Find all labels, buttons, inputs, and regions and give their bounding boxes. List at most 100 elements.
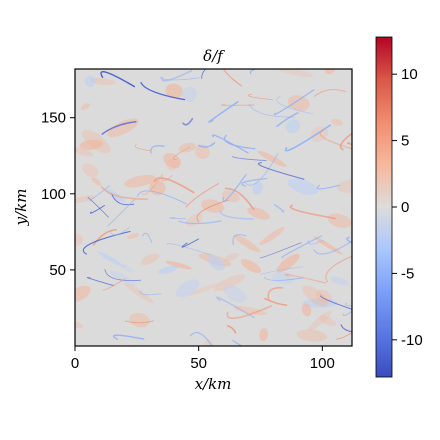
field-filament	[212, 134, 249, 154]
field-patch	[165, 83, 183, 99]
field-patch	[96, 250, 126, 269]
field-filament	[90, 205, 105, 214]
heatmap-plot-area	[75, 69, 352, 346]
field-filament	[107, 199, 135, 227]
field-patch	[82, 163, 99, 178]
field-filament	[125, 320, 154, 324]
field-filament	[346, 142, 352, 146]
field-filament	[289, 204, 336, 220]
field-patch	[296, 329, 327, 342]
field-filament	[86, 276, 115, 287]
field-filament	[313, 240, 352, 255]
field-patch	[189, 283, 219, 296]
field-filament	[226, 325, 237, 334]
field-filament	[181, 238, 199, 248]
field-filament	[342, 310, 352, 317]
field-filament	[248, 103, 295, 118]
field-patch	[247, 207, 270, 220]
field-filament	[325, 255, 352, 283]
field-filament	[196, 199, 229, 223]
field-patch	[80, 103, 90, 111]
field-filament	[247, 93, 273, 101]
field-patch	[127, 232, 140, 240]
field-patch	[327, 213, 352, 229]
x-tick-label: 100	[310, 355, 335, 372]
field-patch	[329, 276, 349, 286]
field-filament	[101, 186, 149, 200]
field-patch	[223, 285, 247, 303]
field-patch	[287, 178, 319, 195]
field-filament	[104, 269, 142, 282]
field-filament	[150, 145, 165, 154]
field-filament	[335, 332, 352, 340]
y-tick-label: 150	[41, 110, 66, 127]
field-filament	[219, 210, 255, 220]
field-patch	[278, 69, 314, 77]
field-filament	[166, 243, 212, 256]
field-filament	[232, 233, 247, 246]
field-filament	[263, 276, 304, 281]
field-patch	[331, 118, 343, 126]
field-filament	[201, 69, 207, 79]
field-filament	[142, 232, 153, 243]
field-filament	[197, 142, 216, 148]
field-filament	[245, 152, 279, 186]
field-patch	[140, 253, 160, 266]
field-filament	[92, 229, 117, 246]
field-filament	[224, 134, 256, 150]
field-patch	[91, 177, 102, 187]
x-axis-label: x/km	[195, 375, 232, 393]
field-filament	[260, 242, 302, 259]
field-filament	[182, 117, 194, 126]
y-axis-label: y/km	[12, 189, 30, 227]
field-filament	[100, 71, 136, 88]
field-patch	[90, 77, 116, 86]
field-patch	[213, 274, 246, 292]
field-filament	[320, 295, 352, 310]
field-patch	[122, 264, 133, 273]
field-patch	[166, 158, 180, 171]
field-filament	[111, 193, 135, 206]
field-patch	[208, 255, 225, 271]
field-filament	[178, 220, 222, 225]
y-tick-label: 100	[41, 186, 66, 203]
chart-title: δ/f	[203, 47, 225, 65]
field-patch	[224, 252, 239, 262]
field-filament	[215, 296, 255, 319]
field-patch	[178, 142, 197, 153]
field-patch	[308, 310, 332, 331]
field-filament	[173, 146, 191, 160]
field-filament	[257, 162, 305, 180]
field-filament	[223, 69, 243, 87]
field-filament	[340, 324, 352, 333]
field-filament	[281, 235, 323, 259]
field-filament	[112, 334, 145, 341]
field-filament	[307, 240, 324, 245]
field-filament	[137, 190, 187, 205]
field-filament	[139, 290, 162, 296]
plot-frame	[74, 68, 353, 347]
field-patch	[257, 150, 287, 167]
x-tick-label: 0	[71, 355, 79, 372]
field-filament	[276, 96, 314, 115]
field-patch	[165, 260, 192, 270]
field-filament	[339, 132, 352, 151]
field-patch	[319, 315, 337, 327]
field-filament	[273, 89, 315, 115]
field-filament	[109, 226, 130, 236]
field-filament	[153, 177, 195, 194]
field-patch	[336, 179, 352, 193]
field-filament	[232, 339, 243, 346]
field-filament	[134, 144, 152, 152]
field-filament	[316, 184, 341, 190]
colorbar	[375, 36, 393, 378]
field-filament	[267, 287, 284, 301]
y-tick-label: 50	[49, 262, 66, 279]
field-patch	[163, 153, 181, 169]
field-filament	[168, 217, 187, 220]
field-filament	[161, 69, 193, 82]
colorbar-tick-label: 5	[401, 133, 409, 150]
field-filament	[102, 278, 126, 291]
field-filament	[241, 177, 268, 187]
